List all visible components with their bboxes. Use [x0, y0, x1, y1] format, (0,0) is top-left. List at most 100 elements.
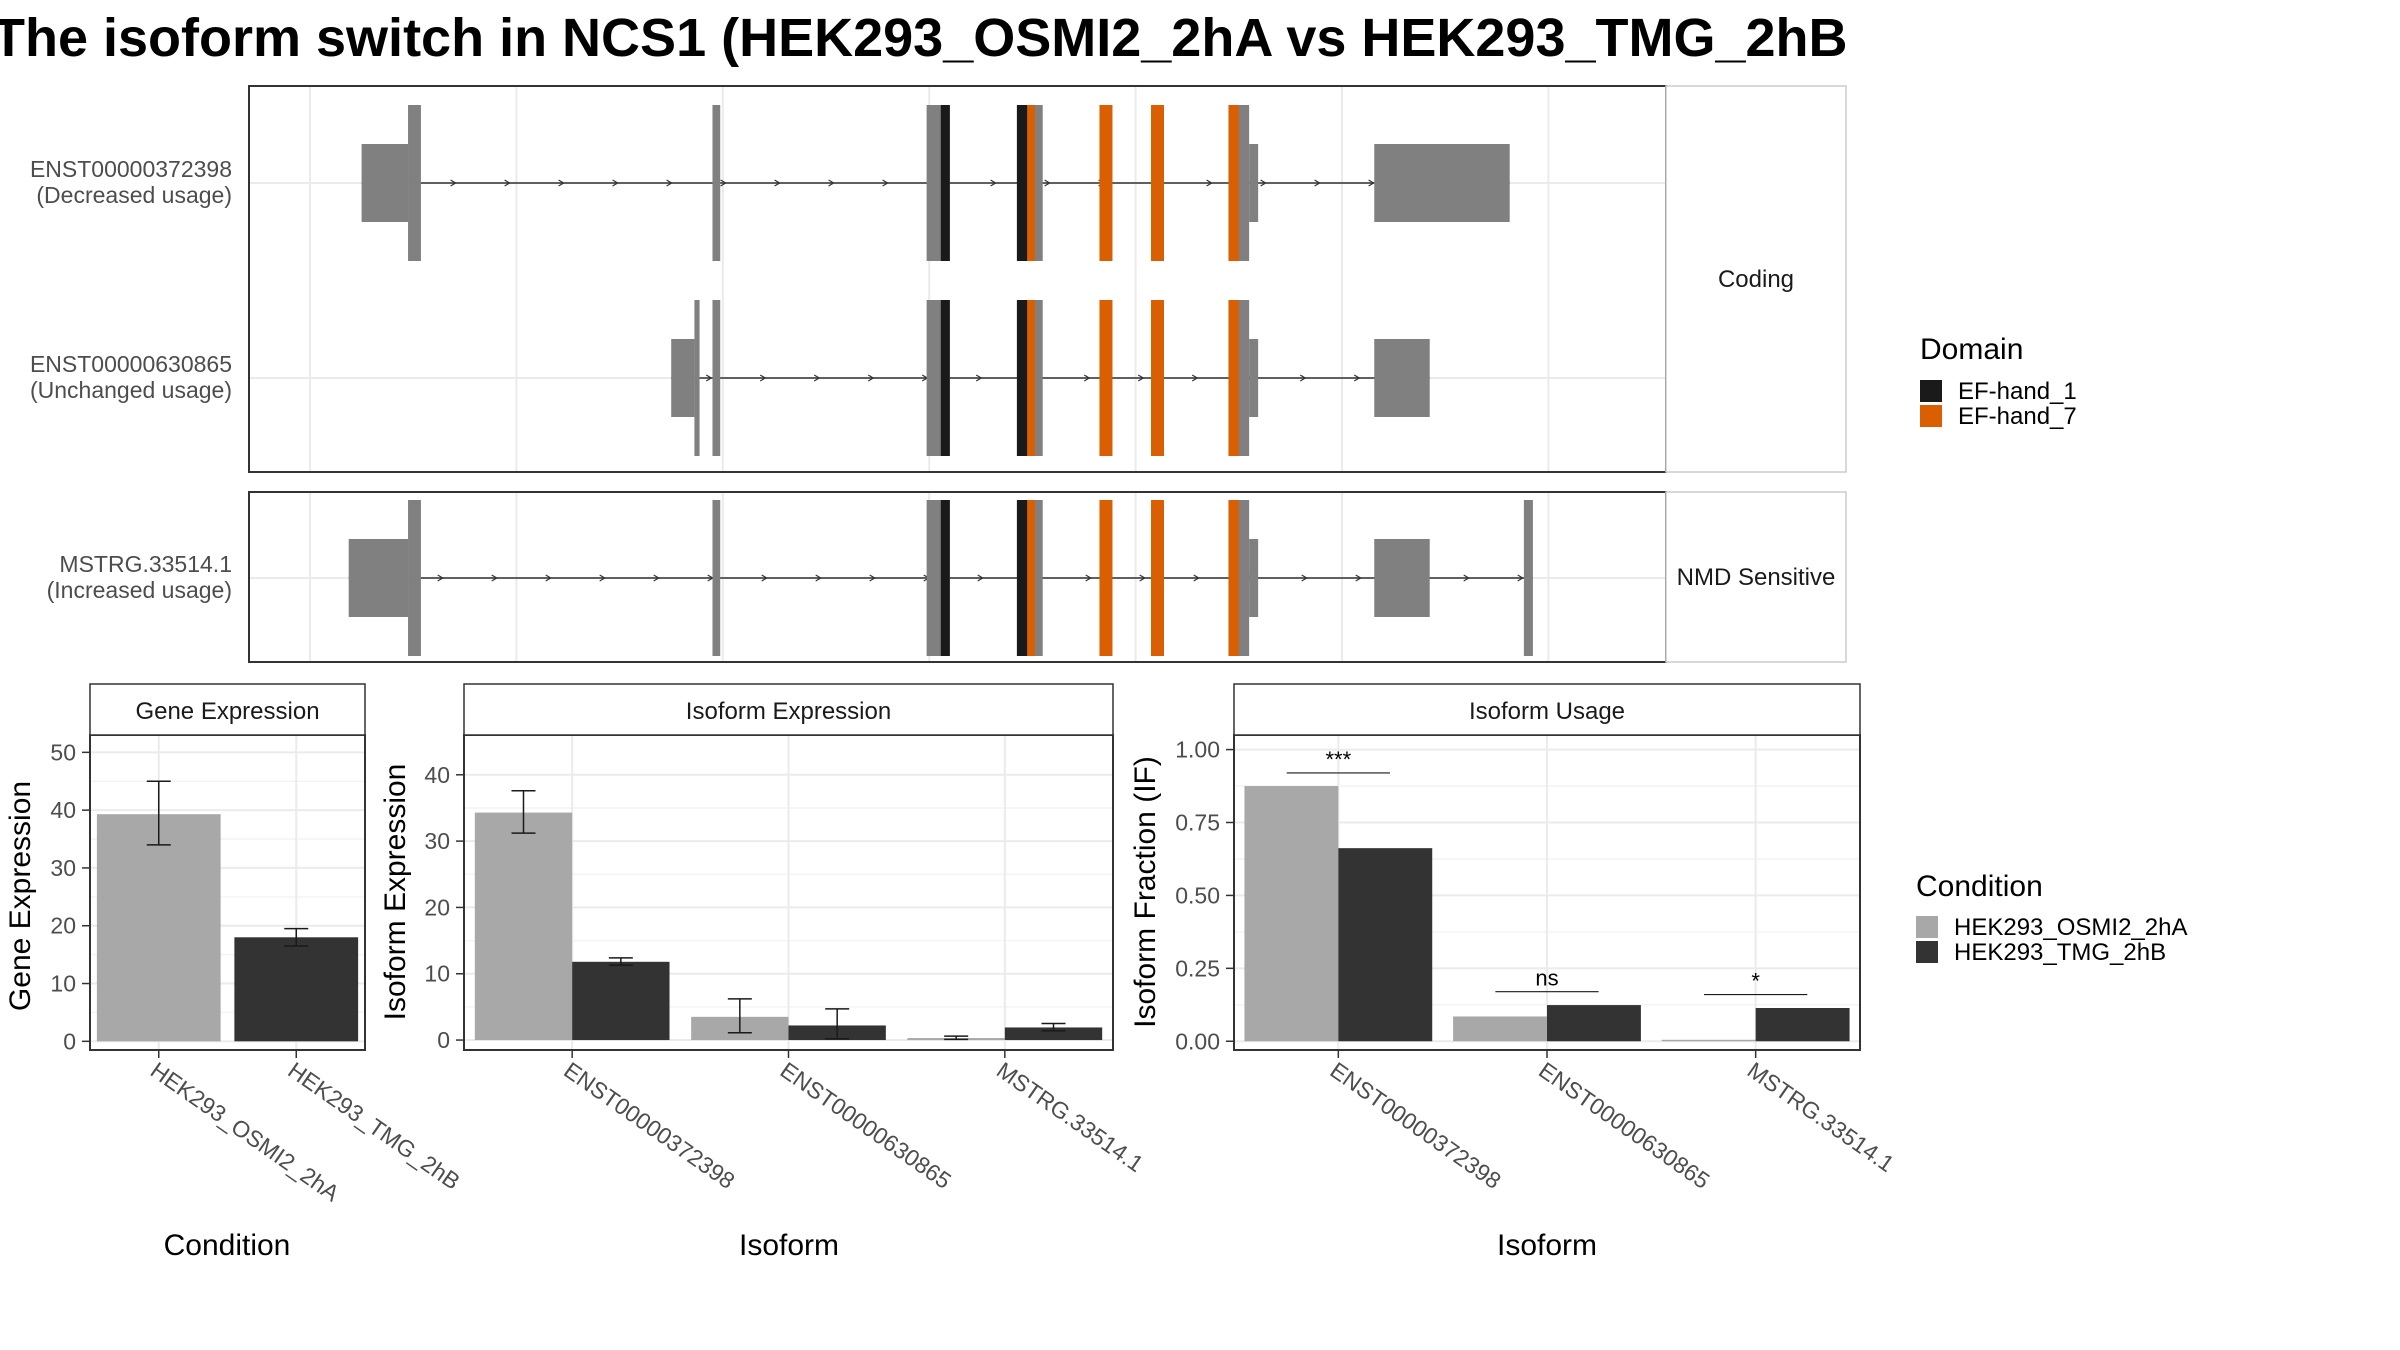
protein-domain [1151, 300, 1164, 456]
intron-arrow [774, 179, 781, 187]
intron-arrow [882, 179, 889, 187]
bar [234, 937, 359, 1042]
y-tick-label: 0.25 [1175, 955, 1220, 981]
intron-arrow [545, 574, 552, 582]
y-tick-label: 10 [424, 961, 450, 987]
utr-exon [1249, 539, 1259, 617]
utr-exon [361, 144, 409, 222]
intron-arrow [1044, 179, 1051, 187]
intron-arrow [720, 179, 727, 187]
condition-legend-key [1916, 916, 1938, 938]
intron-arrow [1463, 574, 1470, 582]
protein-domain [1099, 500, 1113, 656]
bar [1547, 1005, 1641, 1042]
protein-domain [1027, 300, 1035, 456]
intron-arrow [1517, 574, 1524, 582]
utr-exon [1249, 144, 1259, 222]
chart-title-strip [463, 683, 1114, 736]
structure-strip-box [1665, 85, 1847, 473]
y-axis-title: Isoform Expression [379, 764, 412, 1021]
intron-arrow [1355, 574, 1362, 582]
intron-arrow [1301, 574, 1308, 582]
intron-arrow [759, 374, 767, 382]
intron-arrow [867, 374, 875, 382]
intron-arrow [666, 179, 673, 187]
coding-exon [712, 105, 721, 261]
transcript-id-label: ENST00000630865 [30, 351, 232, 377]
y-axis-title: Isoform Fraction (IF) [1129, 756, 1162, 1028]
intron-arrow [990, 179, 997, 187]
y-tick-label: 0.00 [1175, 1028, 1220, 1054]
bar [474, 812, 573, 1041]
coding-exon [712, 300, 721, 456]
protein-domain [940, 300, 950, 456]
y-tick-label: 0.50 [1175, 882, 1220, 908]
condition-legend-label: HEK293_OSMI2_2hA [1954, 914, 2187, 941]
protein-domain [1228, 300, 1239, 456]
bar [1661, 1039, 1756, 1042]
y-tick-label: 30 [50, 855, 76, 881]
y-tick-label: 0 [437, 1027, 450, 1053]
intron-arrow [1314, 179, 1321, 187]
transcript-structure-plot: ENST00000372398(Decreased usage) ENST0000… [30, 85, 1847, 663]
bar-chart-panel: *** ns * Isoform Usage 0.00 0.25 0.50 0.75 1.00 E… [1129, 683, 1899, 1262]
intron-arrow [558, 179, 565, 187]
transcript-id-label: MSTRG.33514.1 [59, 551, 232, 577]
chart-title-strip [1233, 683, 1861, 736]
intron-arrow [504, 179, 511, 187]
intron-arrow [1368, 179, 1375, 187]
chart-title: Isoform Expression [686, 698, 891, 725]
domain-legend-label: EF-hand_1 [1958, 378, 2077, 405]
protein-domain [1099, 300, 1113, 456]
structure-strip-box [1665, 491, 1847, 663]
y-tick-label: 50 [50, 739, 76, 765]
y-tick-label: 20 [424, 894, 450, 920]
protein-domain [1151, 500, 1164, 656]
intron-arrow [869, 574, 876, 582]
transcript-id-label: ENST00000372398 [30, 156, 232, 182]
domain-legend-label: EF-hand_7 [1958, 403, 2077, 430]
bar [1004, 1027, 1103, 1041]
utr-exon [671, 339, 695, 417]
domain-legend: Domain EF-hand_1EF-hand_7 [1920, 333, 2077, 430]
intron-arrow [653, 574, 660, 582]
y-tick-label: 40 [424, 762, 450, 788]
intron-arrow [813, 374, 821, 382]
y-tick-label: 1.00 [1175, 737, 1220, 763]
x-tick-label: ENST00000372398 [559, 1057, 739, 1194]
significance-label: ns [1535, 966, 1558, 991]
y-tick-label: 0.75 [1175, 810, 1220, 836]
intron-arrow [975, 374, 983, 382]
y-axis-title: Gene Expression [4, 781, 37, 1011]
structure-strip-label: Coding [1718, 266, 1794, 293]
x-tick-label: ENST00000372398 [1325, 1057, 1505, 1194]
chart-title: Isoform Usage [1469, 698, 1625, 725]
chart-title: Gene Expression [135, 698, 319, 725]
bar [1453, 1016, 1547, 1042]
intron-arrow [1191, 374, 1199, 382]
intron-arrow [450, 179, 457, 187]
coding-exon [408, 500, 421, 656]
intron-arrow [491, 574, 498, 582]
utr-exon [1374, 144, 1510, 222]
x-axis-title: Isoform [739, 1229, 839, 1262]
bar [572, 961, 670, 1041]
intron-arrow [977, 574, 984, 582]
intron-arrow [1085, 574, 1092, 582]
protein-domain [940, 500, 950, 656]
protein-domain [1016, 500, 1028, 656]
bar [1755, 1008, 1850, 1042]
coding-exon [694, 300, 700, 456]
intron-arrow [761, 574, 768, 582]
significance-label: *** [1325, 747, 1351, 772]
y-tick-label: 10 [50, 971, 76, 997]
bar-chart-panel: Isoform Expression 0 10 20 30 40 ENST000003723… [379, 683, 1148, 1262]
intron-arrow [1353, 374, 1361, 382]
figure-title: The isoform switch in NCS1 (HEK293_OSMI2… [0, 8, 1848, 68]
coding-exon [1523, 500, 1533, 656]
bar [1338, 848, 1433, 1042]
intron-arrow [828, 179, 835, 187]
protein-domain [940, 105, 950, 261]
structure-panel: ENST00000372398(Decreased usage) ENST0000… [30, 85, 1847, 473]
